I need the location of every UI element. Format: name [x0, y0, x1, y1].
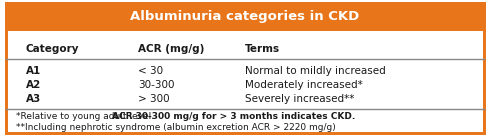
- Text: ACR (mg/g): ACR (mg/g): [138, 44, 204, 54]
- FancyBboxPatch shape: [6, 3, 484, 31]
- Text: Moderately increased*: Moderately increased*: [245, 80, 363, 90]
- Text: > 300: > 300: [138, 94, 170, 104]
- Text: < 30: < 30: [138, 66, 163, 76]
- Text: Normal to mildly increased: Normal to mildly increased: [245, 66, 386, 76]
- Text: A3: A3: [26, 94, 41, 104]
- Text: Terms: Terms: [245, 44, 280, 54]
- Text: **Including nephrotic syndrome (albumin excretion ACR > 2220 mg/g): **Including nephrotic syndrome (albumin …: [16, 123, 336, 132]
- Text: Albuminuria categories in CKD: Albuminuria categories in CKD: [130, 10, 360, 23]
- Text: Category: Category: [26, 44, 79, 54]
- Text: 30-300: 30-300: [138, 80, 174, 90]
- Text: A1: A1: [26, 66, 41, 76]
- Text: Severely increased**: Severely increased**: [245, 94, 354, 104]
- FancyBboxPatch shape: [6, 3, 484, 133]
- Text: ACR 30-300 mg/g for > 3 months indicates CKD.: ACR 30-300 mg/g for > 3 months indicates…: [113, 112, 356, 121]
- Text: *Relative to young adult level.: *Relative to young adult level.: [16, 112, 160, 121]
- Text: A2: A2: [26, 80, 41, 90]
